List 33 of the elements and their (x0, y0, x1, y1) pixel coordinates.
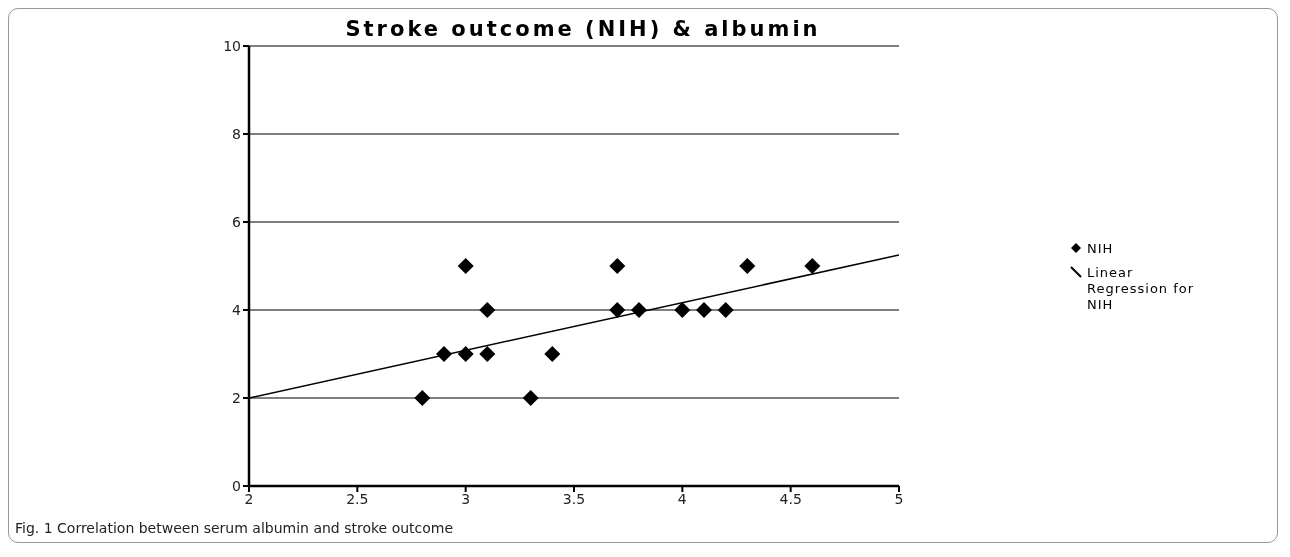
y-tick-label: 6 (232, 213, 242, 230)
x-tick-label: 4 (677, 490, 687, 507)
y-tick-label: 2 (232, 389, 241, 406)
point (609, 302, 626, 318)
point (522, 390, 539, 406)
point (717, 302, 734, 318)
x-tick-label: 3.5 (562, 490, 586, 507)
x-tick-label: 2 (244, 490, 254, 507)
point (609, 258, 626, 274)
point (479, 346, 496, 362)
y-tick-label: 4 (232, 301, 242, 318)
x-tick-label: 3 (461, 490, 471, 507)
point (436, 346, 452, 362)
legend-label: NIH (1087, 241, 1114, 257)
x-tick-label: 4.5 (779, 490, 802, 507)
point (479, 302, 496, 318)
legend-label: Linear Regression for NIH (1087, 265, 1196, 313)
point (739, 258, 756, 274)
point (674, 302, 691, 318)
chart-title: Stroke outcome (NIH) & albumin (345, 17, 821, 41)
y-tick-label: 8 (232, 125, 241, 142)
x-tick-label: 5 (894, 490, 904, 507)
point (631, 302, 647, 318)
point (804, 258, 821, 274)
y-tick-label: 0 (232, 477, 241, 494)
y-tick-label: 10 (223, 37, 241, 54)
point (696, 302, 712, 318)
x-tick-label: 2.5 (346, 490, 369, 507)
caption: Fig. 1 Correlation between serum albumin and stroke outcome (15, 520, 454, 536)
point (414, 390, 431, 406)
point (544, 346, 561, 362)
point (457, 258, 474, 274)
point (457, 346, 474, 362)
